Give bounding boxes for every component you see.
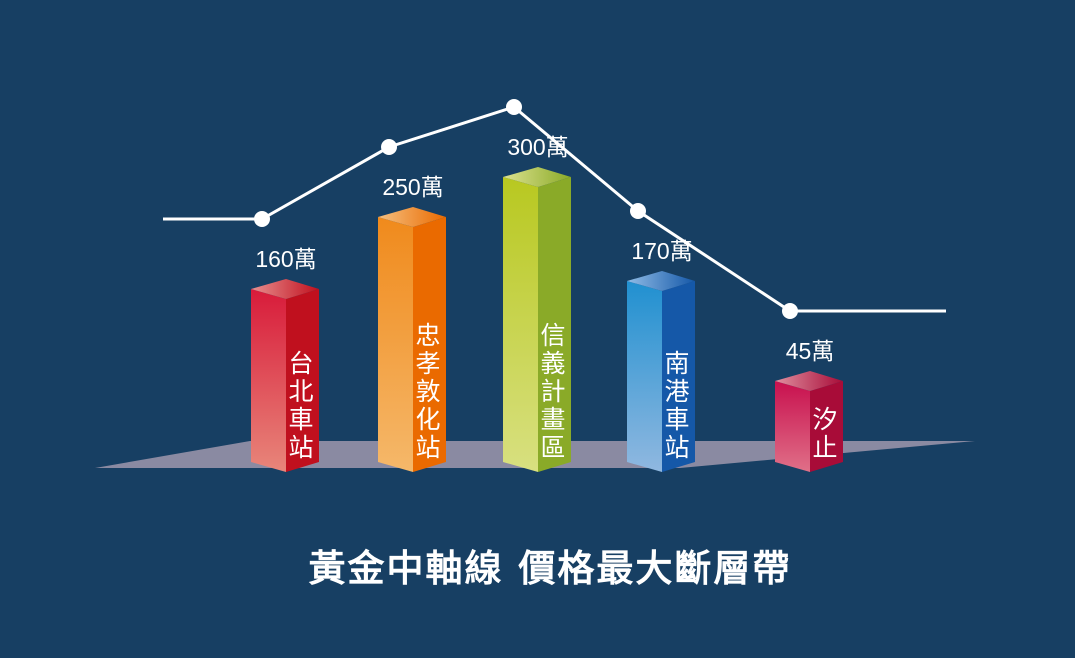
bar: 忠孝敦化站 250萬 [378, 174, 446, 472]
category-label: 南港車站 [664, 349, 689, 462]
bar-top-face [251, 279, 319, 299]
trend-point [254, 211, 270, 227]
bar-top-face [378, 207, 446, 227]
category-label: 汐止 [812, 405, 837, 462]
category-label: 台北車站 [288, 349, 313, 462]
trend-point [630, 203, 646, 219]
bar-side-face [413, 217, 446, 472]
bar-front-face [775, 381, 810, 472]
bar-front-face [627, 281, 662, 472]
bar-front-face [378, 217, 413, 472]
bar: 信義計畫區 300萬 [503, 134, 571, 472]
bar-front-face [251, 289, 286, 472]
bar-side-face [286, 289, 319, 472]
value-label: 170萬 [631, 238, 692, 264]
value-label: 300萬 [507, 134, 568, 160]
bar: 汐止 45萬 [775, 338, 843, 472]
trend-point [506, 99, 522, 115]
trend-point [381, 139, 397, 155]
bar-top-face [627, 271, 695, 291]
bar-side-face [662, 281, 695, 472]
category-label: 忠孝敦化站 [415, 321, 440, 462]
bar: 南港車站 170萬 [627, 238, 695, 472]
bar-side-face [810, 381, 843, 472]
bar-side-face [538, 177, 571, 472]
value-label: 250萬 [382, 174, 443, 200]
value-label: 160萬 [255, 246, 316, 272]
chart-title: 黃金中軸線 價格最大斷層帶 [308, 547, 792, 590]
value-label: 45萬 [786, 338, 835, 364]
bar-front-face [503, 177, 538, 472]
bar-top-face [503, 167, 571, 187]
bar-top-face [775, 371, 843, 391]
bar: 台北車站 160萬 [251, 246, 319, 472]
category-label: 信義計畫區 [540, 321, 565, 462]
trend-point [782, 303, 798, 319]
